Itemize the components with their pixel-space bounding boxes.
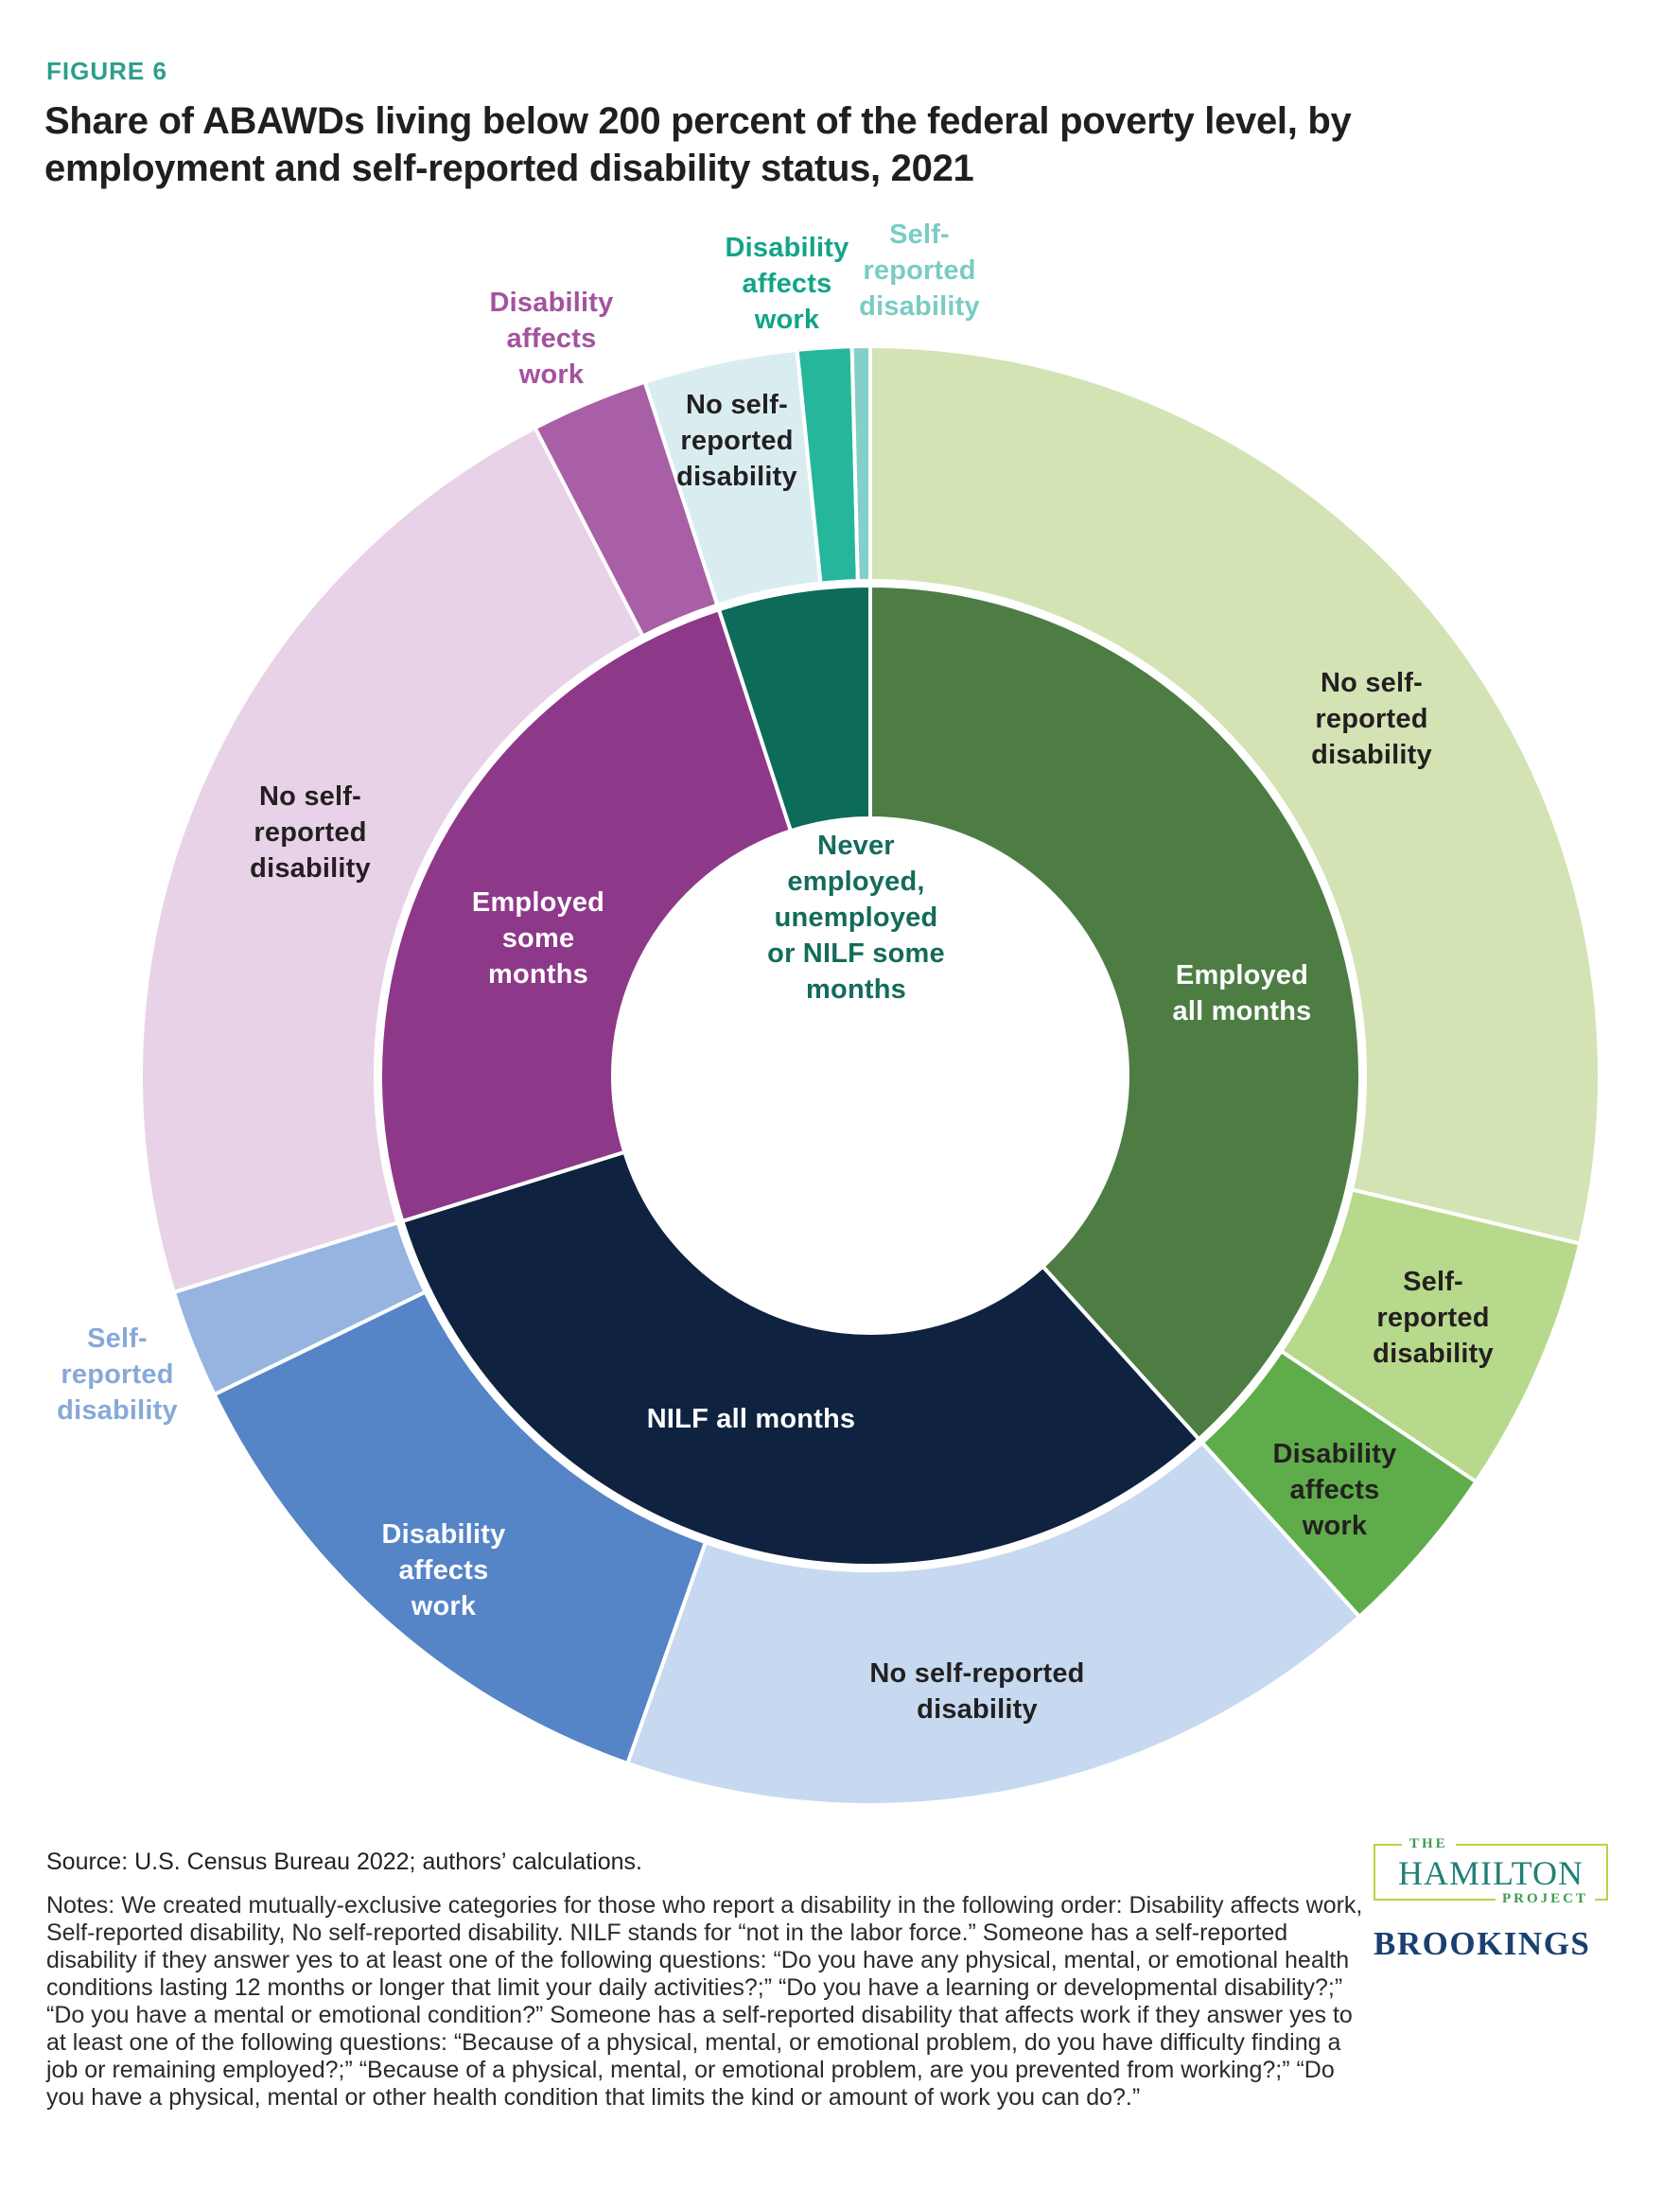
segment-employed-some-months-no-self-reported-disability [139, 426, 645, 1295]
hamilton-project-logo: THE HAMILTON PROJECT [1374, 1836, 1608, 1907]
source-text: Source: U.S. Census Bureau 2022; authors… [46, 1849, 642, 1875]
segment-employed-all-months [868, 584, 1362, 1442]
hamilton-logo-name: HAMILTON [1397, 1854, 1584, 1892]
segment-nilf-all-months [400, 1149, 1201, 1568]
segment-employed-some-months [378, 607, 793, 1223]
segment-employed-all-months-no-self-reported-disability [868, 344, 1601, 1246]
hamilton-logo-the: THE [1402, 1836, 1456, 1852]
segment-never-employed-unemployed-or-nilf-some-months [716, 584, 872, 833]
page-title: Share of ABAWDs living below 200 percent… [44, 100, 1352, 189]
hamilton-logo-project: PROJECT [1495, 1891, 1595, 1907]
segment-nilf-all-months-no-self-reported-disability [625, 1440, 1362, 1807]
figure-number-label: FIGURE 6 [46, 57, 167, 85]
brookings-logo: BROOKINGS [1374, 1925, 1591, 1962]
notes-text: Notes: We created mutually-exclusive cat… [46, 1892, 1363, 2111]
segment-never-employed-unemployed-or-nilf-some-months-self-reported-disability [849, 343, 872, 584]
